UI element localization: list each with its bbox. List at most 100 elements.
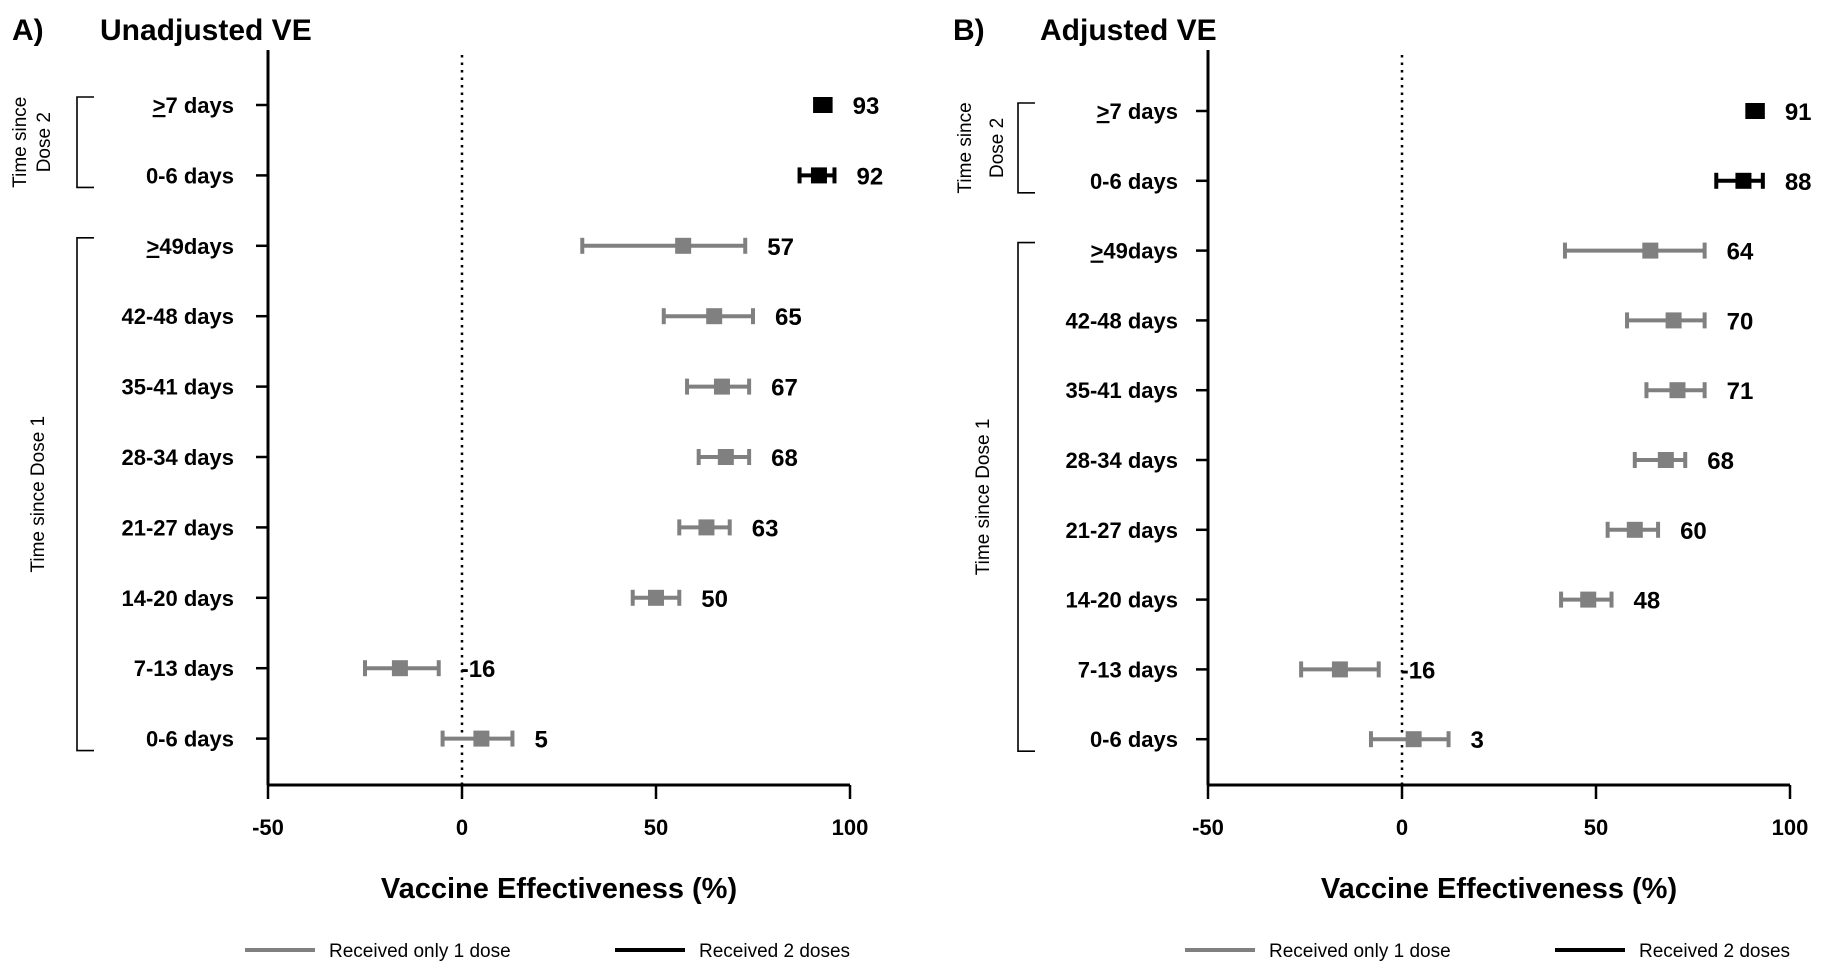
point-estimate (706, 308, 723, 325)
value-label: -16 (461, 656, 496, 683)
category-label: 0-6 days (1090, 169, 1178, 194)
category-text: 42-48 days (1065, 308, 1178, 333)
panel-letter: A) (12, 14, 44, 47)
category-text: 49days (1103, 239, 1178, 264)
category-text: 28-34 days (1065, 448, 1178, 473)
value-label: 67 (771, 375, 798, 402)
value-label: 64 (1727, 239, 1754, 266)
category-label: 28-34 days (121, 445, 234, 470)
panel-b: B) Adjusted VE -50 0 50 100 Vaccine Effectiven… (953, 14, 1812, 905)
category-prefix: > (147, 234, 160, 259)
x-tick-label: 0 (1396, 815, 1408, 840)
category-text: 14-20 days (121, 586, 234, 611)
value-label: 3 (1471, 727, 1484, 754)
point-estimate (1405, 731, 1422, 748)
category-text: 35-41 days (1065, 378, 1178, 403)
category-text: 21-27 days (121, 515, 234, 540)
point-estimate (1747, 103, 1764, 119)
category-text: 14-20 days (1065, 588, 1178, 613)
group-label: Time since (955, 102, 976, 193)
category-label: >49days (147, 234, 234, 259)
x-axis-title: Vaccine Effectiveness (%) (381, 873, 737, 905)
category-label: 0-6 days (146, 727, 234, 752)
x-tick-label: 100 (832, 815, 869, 840)
panel-title: Adjusted VE (1040, 14, 1217, 47)
category-prefix: > (1091, 239, 1104, 264)
legend-a: Received only 1 dose Received 2 doses (245, 941, 850, 962)
category-label: 0-6 days (146, 163, 234, 188)
point-estimate (675, 237, 692, 254)
category-label: 28-34 days (1065, 448, 1178, 473)
point-estimate (1669, 382, 1686, 399)
legend-label: Received only 1 dose (1269, 941, 1451, 962)
value-label: 71 (1727, 378, 1754, 405)
x-tick-label: -50 (252, 815, 284, 840)
category-label: 14-20 days (121, 586, 234, 611)
legend-label: Received 2 doses (699, 941, 850, 962)
category-text: 7-13 days (1078, 657, 1178, 682)
group-bracket (1017, 102, 1035, 194)
value-label: 68 (771, 445, 798, 472)
category-prefix: > (1097, 99, 1110, 124)
value-label: 60 (1680, 518, 1707, 545)
value-label: 88 (1785, 169, 1812, 196)
category-label: >7 days (1097, 99, 1178, 124)
legend-label: Received 2 doses (1639, 941, 1790, 962)
group-label: Time since Dose 1 (28, 416, 49, 573)
category-text: 21-27 days (1065, 518, 1178, 543)
category-text: 0-6 days (146, 163, 234, 188)
category-text: 28-34 days (121, 445, 234, 470)
category-label: 42-48 days (1065, 308, 1178, 333)
category-text: 0-6 days (146, 727, 234, 752)
category-label: >7 days (153, 93, 234, 118)
category-label: 42-48 days (121, 304, 234, 329)
x-tick-label: 50 (644, 815, 668, 840)
point-estimate (1665, 312, 1682, 329)
point-estimate (810, 167, 827, 184)
point-estimate (698, 519, 715, 536)
group-label: Dose 2 (987, 118, 1008, 178)
value-label: 93 (853, 93, 880, 120)
x-axis-title: Vaccine Effectiveness (%) (1321, 873, 1677, 905)
category-text: 35-41 days (121, 375, 234, 400)
value-label: 50 (701, 586, 728, 613)
category-label: 7-13 days (134, 656, 234, 681)
group-bracket (76, 237, 94, 752)
category-text: 7-13 days (134, 656, 234, 681)
value-label: 91 (1785, 99, 1812, 126)
point-estimate (1735, 172, 1752, 189)
value-label: 68 (1707, 448, 1734, 475)
point-estimate (473, 730, 490, 747)
value-label: 57 (767, 234, 794, 261)
point-estimate (814, 97, 831, 113)
point-estimate (717, 449, 734, 465)
point-estimate (1331, 661, 1348, 678)
value-label: 48 (1634, 588, 1661, 615)
value-label: 63 (752, 515, 779, 542)
point-estimate (713, 378, 730, 395)
legend-label: Received only 1 dose (329, 941, 511, 962)
panel-title: Unadjusted VE (100, 14, 312, 47)
category-prefix: > (153, 93, 166, 118)
point-estimate (1580, 591, 1597, 608)
category-label: 0-6 days (1090, 727, 1178, 752)
group-label: Dose 2 (34, 112, 55, 172)
point-estimate (648, 589, 664, 606)
group-bracket (76, 96, 94, 189)
value-label: -16 (1401, 657, 1436, 684)
category-text: 7 days (166, 93, 235, 118)
point-estimate (1657, 452, 1674, 468)
panel-letter: B) (953, 14, 985, 47)
value-label: 92 (856, 163, 883, 190)
category-text: 49days (159, 234, 234, 259)
point-estimate (1642, 242, 1659, 259)
point-estimate (1626, 521, 1643, 538)
category-label: 35-41 days (121, 375, 234, 400)
x-tick-label: 100 (1772, 815, 1809, 840)
category-label: 14-20 days (1065, 588, 1178, 613)
value-label: 70 (1727, 308, 1754, 335)
x-tick-label: -50 (1192, 815, 1224, 840)
group-label: Time since (10, 97, 31, 188)
x-tick-label: 0 (456, 815, 468, 840)
